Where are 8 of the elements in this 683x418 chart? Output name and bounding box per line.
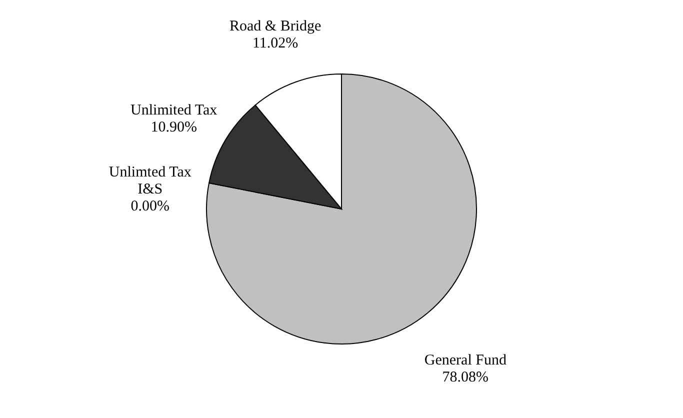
data-label: 11.02% (252, 36, 298, 52)
text: 0.00% (130, 198, 170, 214)
data-label: 10.90% (150, 119, 197, 136)
slice-label: General Fund (424, 352, 507, 369)
data-label: 78.08% (442, 370, 489, 386)
slice-label: Unlimited Tax (130, 102, 218, 118)
slice-label: Road & Bridge (230, 18, 322, 35)
category-label: Unlimted Tax I&S (108, 164, 192, 198)
